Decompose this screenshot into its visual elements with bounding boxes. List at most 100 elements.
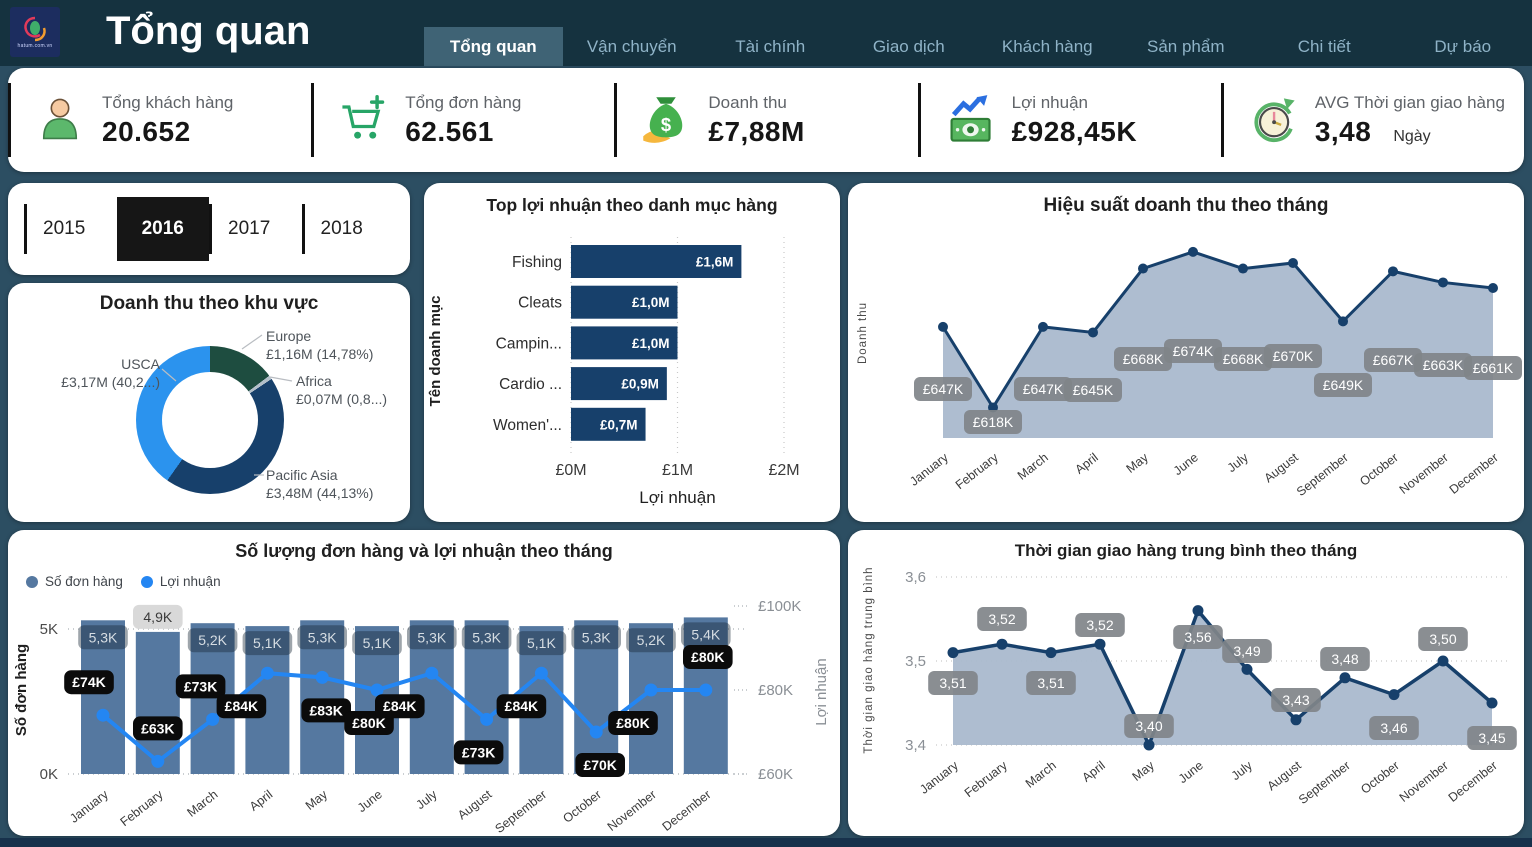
data-point-March[interactable]	[1038, 321, 1048, 332]
svg-text:£70K: £70K	[583, 757, 616, 773]
donut-ring[interactable]	[136, 346, 284, 494]
data-label: £668K	[1114, 347, 1172, 371]
orders-profit-card[interactable]: Số lượng đơn hàng và lợi nhuận theo thán…	[8, 530, 840, 836]
data-label: 3,49	[1222, 639, 1272, 663]
bar-label: 5,1K	[352, 631, 402, 656]
order-bar-November[interactable]	[629, 623, 673, 774]
svg-text:0K: 0K	[40, 766, 58, 783]
legend-item-0[interactable]: Số đơn hàng	[26, 574, 123, 589]
kpi-unit: Ngày	[1393, 127, 1431, 145]
delivery-point-February[interactable]	[996, 638, 1008, 650]
profit-point-December[interactable]	[699, 683, 713, 697]
delivery-point-June[interactable]	[1192, 605, 1204, 617]
logo: hatum.com.vn	[10, 7, 60, 57]
svg-text:£1,6M: £1,6M	[696, 255, 734, 270]
delivery-point-March[interactable]	[1045, 647, 1057, 659]
donut-label-pacific-asia: Pacific Asia £3,48M (44,13%)	[266, 467, 374, 501]
profit-point-November[interactable]	[644, 683, 658, 697]
year-option-2016[interactable]: 2016	[116, 197, 209, 261]
delivery-point-May[interactable]	[1143, 739, 1155, 751]
kpi-value: 3,48	[1314, 115, 1372, 147]
svg-text:February: February	[953, 450, 1002, 492]
bar-Fishing[interactable]	[571, 245, 742, 278]
tab-tong-quan[interactable]: Tổng quan	[424, 27, 563, 66]
order-bar-May[interactable]	[300, 620, 345, 774]
profit-point-February[interactable]	[151, 754, 165, 768]
svg-text:5,2K: 5,2K	[198, 632, 227, 648]
profit-point-September[interactable]	[534, 666, 548, 680]
tab-6[interactable]: Chi tiết	[1297, 37, 1351, 56]
svg-text:Campin...: Campin...	[496, 335, 562, 352]
year-option-2018[interactable]: 2018	[301, 197, 395, 261]
svg-text:3,51: 3,51	[939, 675, 966, 691]
profit-point-October[interactable]	[589, 725, 603, 739]
bar-Cardio ...[interactable]	[571, 367, 667, 401]
delivery-point-November[interactable]	[1437, 655, 1449, 667]
svg-text:February: February	[962, 758, 1011, 800]
year-option-2015[interactable]: 2015	[24, 197, 117, 261]
order-bar-October[interactable]	[574, 620, 619, 774]
data-point-January[interactable]	[938, 321, 948, 332]
data-point-October[interactable]	[1388, 266, 1398, 277]
tab-3[interactable]: Giao dịch	[872, 37, 945, 56]
profit-label: £84K	[496, 694, 547, 719]
svg-text:3,51: 3,51	[1037, 675, 1064, 691]
data-label: 3,40	[1124, 714, 1174, 738]
profit-point-August[interactable]	[480, 712, 494, 726]
data-point-June[interactable]	[1188, 246, 1198, 257]
money-bag-icon: $	[640, 94, 692, 146]
svg-text:£0M: £0M	[555, 462, 586, 479]
monthly-revenue-card[interactable]: Hiệu suất doanh thu theo tháng £647K £618…	[848, 183, 1524, 522]
delivery-point-April[interactable]	[1094, 638, 1106, 650]
profit-point-May[interactable]	[315, 670, 329, 684]
profit-point-March[interactable]	[206, 712, 220, 726]
svg-text:November: November	[605, 787, 659, 834]
data-point-August[interactable]	[1288, 257, 1298, 268]
profit-point-June[interactable]	[370, 683, 384, 697]
kpi-label: Tổng khách hàng	[102, 92, 234, 112]
tab-2[interactable]: Tài chính	[735, 37, 806, 56]
data-point-April[interactable]	[1088, 327, 1098, 338]
svg-text:£0,7M: £0,7M	[600, 417, 638, 432]
data-point-May[interactable]	[1138, 263, 1148, 274]
bar-Women'...[interactable]	[571, 407, 646, 441]
svg-text:Số đơn hàng: Số đơn hàng	[13, 644, 30, 736]
bar-Campin...[interactable]	[571, 326, 678, 360]
svg-text:5,3K: 5,3K	[417, 629, 446, 645]
tab-1[interactable]: Vận chuyển	[586, 37, 677, 56]
year-option-2017[interactable]: 2017	[209, 197, 302, 261]
tab-5[interactable]: Sản phẩm	[1147, 37, 1225, 56]
cart-plus-icon	[337, 94, 389, 146]
delivery-point-December[interactable]	[1486, 697, 1498, 709]
data-point-February[interactable]	[988, 402, 998, 413]
data-point-September[interactable]	[1338, 316, 1348, 327]
svg-text:5,1K: 5,1K	[527, 635, 556, 651]
delivery-point-July[interactable]	[1241, 663, 1253, 675]
kpi-2: $ Doanh thu £7,88M	[614, 68, 917, 172]
order-bar-February[interactable]	[135, 631, 180, 774]
profit-point-April[interactable]	[260, 666, 274, 680]
top-profit-by-category-card[interactable]: Top lợi nhuận theo danh mục hàng Fishing…	[424, 183, 840, 522]
tab-4[interactable]: Khách hàng	[1001, 37, 1093, 56]
delivery-time-card[interactable]: Thời gian giao hàng trung bình theo thán…	[848, 530, 1524, 836]
svg-text:September: September	[492, 787, 549, 836]
delivery-point-January[interactable]	[947, 647, 959, 659]
data-point-December[interactable]	[1488, 282, 1498, 293]
delivery-point-October[interactable]	[1388, 689, 1400, 701]
footer-strip	[0, 838, 1532, 847]
donut-chart[interactable]: Europe £1,16M (14,78%) Africa £0,07M (0,8..…	[8, 283, 410, 522]
profit-point-July[interactable]	[425, 666, 439, 680]
tab-7[interactable]: Dự báo	[1434, 37, 1492, 56]
data-point-July[interactable]	[1238, 263, 1248, 274]
legend-item-1[interactable]: Lợi nhuận	[140, 574, 221, 589]
svg-text:3,49: 3,49	[1233, 643, 1260, 659]
bar-Cleats[interactable]	[571, 285, 678, 319]
order-bar-January[interactable]	[81, 620, 125, 774]
profit-point-January[interactable]	[96, 708, 110, 722]
revenue-by-region-card[interactable]: Doanh thu theo khu vực Europe £1,16M (14,…	[8, 283, 410, 522]
delivery-point-August[interactable]	[1290, 714, 1302, 726]
delivery-point-September[interactable]	[1339, 672, 1351, 684]
data-point-November[interactable]	[1438, 277, 1448, 288]
svg-text:February: February	[118, 787, 167, 829]
data-label: 3,52	[1075, 613, 1125, 637]
